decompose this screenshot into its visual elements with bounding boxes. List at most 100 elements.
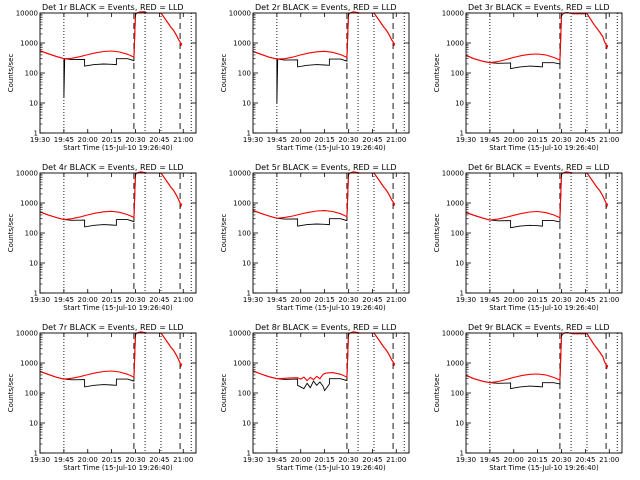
y-axis-label: Counts/sec <box>433 54 441 93</box>
x-tick-label: 21:00 <box>173 296 193 304</box>
x-axis-label: Start Time (15-Jul-10 19:26:40) <box>63 144 173 152</box>
x-tick-label: 20:15 <box>528 136 548 144</box>
x-tick-label: 20:00 <box>291 456 311 464</box>
plot-frame <box>39 332 197 454</box>
y-tick-label: 10000 <box>229 330 251 338</box>
panel-title: Det 9r BLACK = Events, RED = LLD <box>468 323 610 332</box>
y-tick-label: 10000 <box>229 10 251 18</box>
x-tick-label: 19:30 <box>243 136 263 144</box>
y-tick-label: 10000 <box>16 10 38 18</box>
x-tick-label: 20:30 <box>338 296 358 304</box>
detector-panel-1: 1 10 100 1000 10000 19:30 19:45 20:00 20:15 20:30… <box>7 3 197 152</box>
detector-panel-9: 1 10 100 1000 10000 19:30 19:45 20:00 20:15 20:30… <box>433 323 623 472</box>
x-tick-label: 20:30 <box>551 456 571 464</box>
x-tick-label: 20:15 <box>315 296 335 304</box>
y-tick-label: 1 <box>460 290 464 298</box>
x-tick-label: 20:00 <box>78 136 98 144</box>
x-tick-label: 20:45 <box>575 296 595 304</box>
x-tick-label: 19:30 <box>456 136 476 144</box>
panel-title: Det 5r BLACK = Events, RED = LLD <box>255 163 397 172</box>
x-tick-label: 20:00 <box>78 456 98 464</box>
x-tick-label: 19:45 <box>480 136 500 144</box>
y-tick-label: 10000 <box>442 170 464 178</box>
x-tick-label: 21:00 <box>599 296 619 304</box>
y-tick-label: 10 <box>29 100 38 108</box>
panel-title: Det 6r BLACK = Events, RED = LLD <box>468 163 610 172</box>
x-tick-label: 20:15 <box>315 456 335 464</box>
y-tick-label: 10000 <box>442 10 464 18</box>
y-tick-label: 1000 <box>446 40 464 48</box>
y-tick-label: 10 <box>242 420 251 428</box>
x-tick-label: 20:00 <box>504 136 524 144</box>
panel-title: Det 3r BLACK = Events, RED = LLD <box>468 3 610 12</box>
x-tick-label: 20:30 <box>338 136 358 144</box>
events-series-line <box>253 11 396 104</box>
lld-series-line <box>253 11 396 60</box>
plot-frame <box>252 172 410 294</box>
x-tick-label: 20:15 <box>528 296 548 304</box>
x-tick-label: 19:30 <box>243 456 263 464</box>
events-series-line <box>40 11 183 98</box>
x-tick-label: 20:15 <box>102 456 122 464</box>
x-tick-label: 19:30 <box>456 456 476 464</box>
x-tick-label: 20:30 <box>551 136 571 144</box>
lld-series-line <box>253 171 396 219</box>
x-tick-label: 19:45 <box>267 296 287 304</box>
panel-title: Det 7r BLACK = Events, RED = LLD <box>42 323 184 332</box>
y-tick-label: 10 <box>242 100 251 108</box>
events-series-line <box>466 331 609 390</box>
y-tick-label: 1000 <box>20 200 38 208</box>
y-tick-label: 1000 <box>233 360 251 368</box>
detector-panel-6: 1 10 100 1000 10000 19:30 19:45 20:00 20:15 20:30… <box>433 163 623 312</box>
lld-series-line <box>40 11 183 60</box>
x-tick-label: 21:00 <box>386 456 406 464</box>
lld-series-line <box>466 11 609 64</box>
plot-frame <box>39 172 197 294</box>
detector-panel-2: 1 10 100 1000 10000 19:30 19:45 20:00 20:15 20:30… <box>220 3 410 152</box>
x-tick-label: 19:30 <box>30 456 50 464</box>
x-tick-label: 21:00 <box>173 136 193 144</box>
x-tick-label: 19:45 <box>54 456 74 464</box>
lld-series-line <box>466 171 609 221</box>
x-tick-label: 20:45 <box>149 136 169 144</box>
x-tick-label: 21:00 <box>386 296 406 304</box>
x-tick-label: 20:15 <box>315 136 335 144</box>
panel-title: Det 1r BLACK = Events, RED = LLD <box>42 3 184 12</box>
x-axis-label: Start Time (15-Jul-10 19:26:40) <box>63 304 173 312</box>
x-tick-label: 21:00 <box>599 456 619 464</box>
x-axis-label: Start Time (15-Jul-10 19:26:40) <box>489 304 599 312</box>
plot-frame <box>252 332 410 454</box>
x-tick-label: 20:15 <box>102 296 122 304</box>
lld-series-line <box>253 331 396 382</box>
y-tick-label: 100 <box>25 390 38 398</box>
lld-series-line <box>40 171 183 221</box>
y-tick-label: 100 <box>25 70 38 78</box>
y-axis-label: Counts/sec <box>220 374 228 413</box>
y-tick-label: 10 <box>455 260 464 268</box>
x-tick-label: 21:00 <box>173 456 193 464</box>
y-tick-label: 10000 <box>442 330 464 338</box>
y-tick-label: 10000 <box>16 330 38 338</box>
y-axis-label: Counts/sec <box>433 214 441 253</box>
x-axis-label: Start Time (15-Jul-10 19:26:40) <box>276 304 386 312</box>
x-tick-label: 19:45 <box>54 136 74 144</box>
y-tick-label: 10 <box>29 260 38 268</box>
y-tick-label: 1000 <box>233 40 251 48</box>
x-axis-label: Start Time (15-Jul-10 19:26:40) <box>276 464 386 472</box>
y-tick-label: 10 <box>242 260 251 268</box>
y-axis-label: Counts/sec <box>220 214 228 253</box>
y-tick-label: 1000 <box>446 360 464 368</box>
x-tick-label: 21:00 <box>599 136 619 144</box>
x-tick-label: 19:45 <box>267 136 287 144</box>
y-tick-label: 100 <box>25 230 38 238</box>
x-tick-label: 20:30 <box>125 456 145 464</box>
y-tick-label: 100 <box>238 230 251 238</box>
x-tick-label: 20:30 <box>338 456 358 464</box>
lld-series-line <box>466 331 609 384</box>
x-tick-label: 19:45 <box>480 456 500 464</box>
x-tick-label: 19:30 <box>456 296 476 304</box>
y-tick-label: 10 <box>455 100 464 108</box>
x-tick-label: 20:15 <box>102 136 122 144</box>
x-axis-label: Start Time (15-Jul-10 19:26:40) <box>276 144 386 152</box>
